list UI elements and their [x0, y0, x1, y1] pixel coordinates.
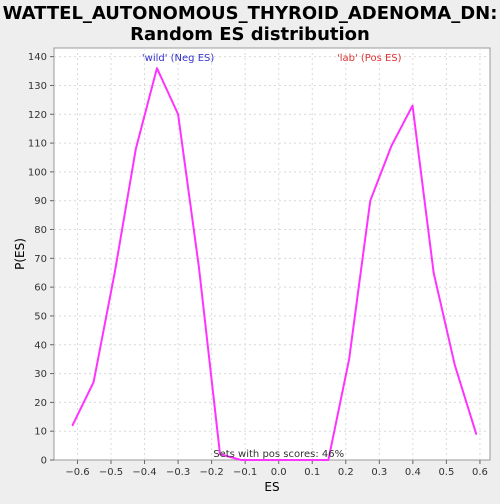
y-tick-label: 90 — [34, 196, 47, 207]
y-axis-label: P(ES) — [13, 238, 27, 270]
y-tick-label: 50 — [34, 311, 47, 322]
data-point — [71, 424, 74, 427]
x-tick-label: 0.6 — [472, 467, 488, 478]
chart-subtitle: Random ES distribution — [130, 24, 370, 45]
data-point — [156, 67, 158, 69]
x-tick-label: −0.3 — [166, 467, 190, 478]
data-point — [198, 266, 200, 268]
data-point — [390, 145, 393, 147]
y-tick-label: 130 — [28, 81, 47, 92]
data-point — [432, 271, 435, 274]
plot-area — [53, 47, 491, 461]
x-tick-label: 0.4 — [405, 467, 421, 478]
y-tick-label: 100 — [28, 167, 47, 178]
y-tick-label: 120 — [28, 110, 47, 121]
y-tick-label: 0 — [41, 456, 47, 467]
grid-lines — [54, 48, 490, 460]
region-annotation: 'wild' (Neg ES) — [142, 53, 214, 64]
y-tick-label: 10 — [34, 427, 47, 438]
data-point — [411, 104, 414, 107]
y-tick-label: 40 — [34, 340, 47, 351]
axes: −0.6 −0.5 −0.4 −0.3 −0.2 −0.1 0.0 0.1 0.2 0.3 0.4 0… — [28, 52, 488, 478]
y-tick-label: 80 — [34, 225, 47, 236]
y-tick-label: 30 — [34, 369, 47, 380]
x-tick-label: −0.5 — [99, 467, 123, 478]
y-tick-label: 110 — [28, 139, 47, 150]
data-point — [453, 364, 456, 366]
data-point — [327, 459, 330, 461]
chart-title: WATTEL_AUTONOMOUS_THYROID_ADENOMA_DN: — [3, 3, 498, 24]
data-point — [135, 148, 137, 150]
x-tick-label: 0.5 — [438, 467, 454, 478]
data-point — [240, 459, 242, 461]
y-tick-label: 70 — [34, 254, 47, 265]
x-tick-label: 0.0 — [271, 467, 287, 478]
data-point — [348, 358, 350, 360]
x-axis-label: ES — [264, 480, 279, 494]
x-tick-label: 0.2 — [338, 467, 354, 478]
y-tick-label: 60 — [34, 283, 47, 294]
summary-annotation: Sets with pos scores: 46% — [213, 449, 344, 460]
x-tick-label: −0.2 — [199, 467, 223, 478]
series-layer — [71, 67, 478, 461]
y-tick-label: 20 — [34, 398, 47, 409]
data-point — [369, 199, 372, 202]
data-point — [92, 381, 95, 384]
x-tick-label: 0.3 — [371, 467, 387, 478]
data-point — [177, 113, 179, 116]
annotations: 'wild' (Neg ES) 'lab' (Pos ES) Sets with p… — [142, 53, 402, 460]
x-tick-label: 0.1 — [304, 467, 320, 478]
x-tick-label: −0.4 — [132, 467, 156, 478]
data-point — [219, 453, 221, 456]
y-tick-label: 140 — [28, 52, 47, 63]
data-point — [113, 271, 116, 274]
x-tick-label: −0.1 — [233, 467, 257, 478]
data-point — [475, 433, 478, 435]
x-tick-label: −0.6 — [65, 467, 89, 478]
region-annotation: 'lab' (Pos ES) — [337, 53, 402, 64]
